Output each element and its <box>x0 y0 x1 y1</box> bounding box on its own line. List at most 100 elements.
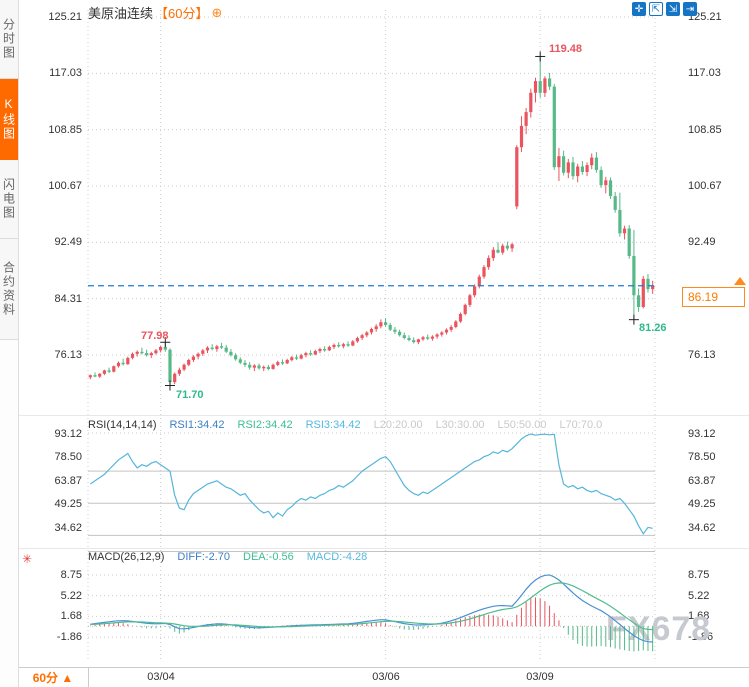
macd-legend: MACD(26,12,9) DIFF:-2.70 DEA:-0.56 MACD:… <box>88 551 367 563</box>
y-tick-label: 117.03 <box>49 67 82 80</box>
candle <box>529 92 533 113</box>
candle <box>323 349 327 351</box>
y-tick-label: 92.49 <box>54 236 82 249</box>
candle <box>121 362 125 365</box>
candle <box>163 346 167 350</box>
candle <box>421 337 425 340</box>
swing-cross-marker <box>165 380 176 391</box>
candle <box>430 336 434 339</box>
y-tick-label: 76.13 <box>54 349 82 361</box>
candle <box>594 157 598 170</box>
candle <box>276 362 280 365</box>
candle <box>651 285 655 290</box>
indicator-settings-icon[interactable]: ✳ <box>22 552 33 566</box>
macd-params-label: MACD(26,12,9) <box>88 551 165 563</box>
candle <box>407 338 411 341</box>
candle <box>388 324 392 330</box>
y-tick-label: 92.49 <box>688 236 716 249</box>
candle <box>632 256 636 296</box>
candle <box>173 373 177 383</box>
candle <box>477 276 481 287</box>
candle <box>473 286 477 296</box>
candle <box>219 346 224 348</box>
swing-cross-marker <box>160 337 171 348</box>
candle <box>107 370 111 372</box>
y-tick-label: 100.67 <box>48 180 82 192</box>
candle <box>501 245 505 253</box>
candle <box>365 332 369 336</box>
candle <box>154 350 158 354</box>
sidebar-tab-timeline[interactable]: 分时图 <box>0 0 18 79</box>
candle <box>224 347 228 352</box>
rsi-l70-level: L70:70.0 <box>559 419 603 431</box>
candle <box>313 351 317 355</box>
candle <box>444 329 449 333</box>
candle <box>149 353 153 356</box>
candle <box>243 362 247 365</box>
candle <box>201 350 205 354</box>
rsi-pane[interactable] <box>88 433 655 552</box>
y-tick-label: 78.50 <box>688 451 716 464</box>
candle <box>585 165 589 172</box>
sidebar-tab-lightning[interactable]: 闪电图 <box>0 160 18 239</box>
candle <box>238 359 242 363</box>
candle <box>341 344 345 347</box>
candle <box>234 355 238 360</box>
zoom-box-icon[interactable]: ⇱ <box>649 2 663 16</box>
swing-low-label: 81.26 <box>639 322 667 334</box>
candle <box>327 346 331 351</box>
price-up-arrow-icon <box>734 276 746 285</box>
pan-icon[interactable]: ✛ <box>632 2 646 16</box>
macd-dea-line <box>90 582 653 631</box>
candle <box>182 364 186 370</box>
macd-diff-value: DIFF:-2.70 <box>177 551 230 563</box>
y-tick-label: 34.62 <box>54 522 82 534</box>
candle <box>252 365 256 368</box>
sidebar-tab-contract-info[interactable]: 合约资料 <box>0 239 18 340</box>
y-tick-label: 108.85 <box>48 123 82 136</box>
candle <box>116 362 121 367</box>
chart-toolbar: ✛ ⇱ ⇲ ⇥ <box>632 2 697 16</box>
candle <box>369 329 374 333</box>
candle <box>271 364 275 369</box>
macd-pane[interactable] <box>88 566 655 660</box>
candle <box>557 156 561 168</box>
candle <box>533 81 538 93</box>
swing-high-label: 77.98 <box>141 330 169 342</box>
candle <box>351 341 355 346</box>
candle <box>332 344 336 347</box>
chart-title: 美原油连续 【60分】 ⊕ <box>88 3 222 22</box>
y-tick-label: 84.31 <box>54 292 82 305</box>
candle <box>641 278 645 307</box>
candle <box>482 267 486 277</box>
candle <box>210 347 214 349</box>
collapse-right-icon[interactable]: ⇥ <box>683 2 697 16</box>
y-tick-label: 125.21 <box>48 11 82 23</box>
axis-scale-icon[interactable]: ⇲ <box>666 2 680 16</box>
candle <box>491 249 495 259</box>
candle <box>402 335 406 338</box>
period-selector[interactable]: 60分 ▲ <box>18 668 89 687</box>
candle <box>580 166 584 172</box>
period-tag: 【60分】 <box>155 6 209 21</box>
candle <box>571 162 575 177</box>
main-chart-pane[interactable] <box>88 10 655 415</box>
candle <box>622 228 627 234</box>
add-indicator-icon[interactable]: ⊕ <box>211 5 223 20</box>
candle <box>496 249 500 253</box>
pane-separator <box>18 415 749 416</box>
x-axis-date: 03/09 <box>526 671 554 683</box>
candle <box>93 375 97 377</box>
y-tick-label: 49.25 <box>688 498 716 511</box>
candle <box>285 360 289 364</box>
candle <box>449 327 453 330</box>
candle <box>187 360 191 365</box>
sidebar-tab-kline[interactable]: K线图 <box>0 79 18 160</box>
swing-cross-marker <box>628 314 639 325</box>
y-tick-label: 8.75 <box>60 569 82 581</box>
candle <box>257 365 261 369</box>
candle <box>102 370 106 374</box>
rsi2-value: RSI2:34.42 <box>237 419 293 431</box>
y-tick-label: 117.03 <box>688 67 721 80</box>
